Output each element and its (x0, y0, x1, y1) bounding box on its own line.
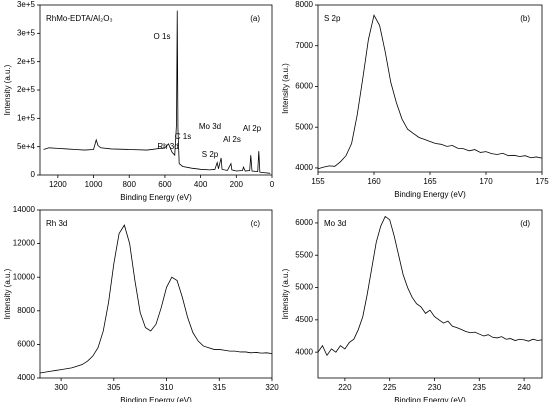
annotation: O 1s (154, 32, 171, 41)
x-tick-label: 160 (367, 177, 381, 186)
y-tick-label: 4000 (295, 163, 313, 172)
spectrum-line (317, 215, 543, 357)
annotation: (a) (250, 14, 260, 23)
spectrum-line (39, 224, 273, 374)
y-tick-label: 5e+4 (17, 142, 36, 151)
y-axis-label: Intensity (a.u.) (281, 63, 290, 114)
x-tick-label: 225 (383, 383, 397, 392)
y-tick-label: 10000 (13, 272, 36, 281)
x-tick-label: 1000 (85, 180, 103, 189)
x-axis-label: Binding Energy (eV) (394, 190, 466, 199)
spectrum-line (43, 10, 271, 174)
x-tick-label: 300 (54, 383, 68, 392)
annotation: C 1s (175, 132, 191, 141)
x-tick-label: 0 (270, 180, 275, 189)
x-tick-label: 310 (160, 383, 174, 392)
y-tick-label: 4000 (17, 373, 35, 382)
y-tick-label: 6000 (295, 82, 313, 91)
annotation: (b) (520, 14, 530, 23)
y-tick-label: 2e+5 (17, 57, 36, 66)
annotation: (c) (251, 219, 261, 228)
x-tick-label: 200 (230, 180, 244, 189)
y-tick-label: 1e+5 (17, 113, 36, 122)
y-axis-label: Intensity (a.u.) (3, 268, 12, 319)
y-tick-label: 3e+5 (17, 0, 36, 9)
x-tick-label: 305 (107, 383, 121, 392)
annotation: Al 2s (223, 135, 241, 144)
x-tick-label: 175 (535, 177, 549, 186)
plot-frame (39, 209, 273, 379)
y-tick-label: 2e+5 (17, 85, 36, 94)
y-tick-label: 7000 (295, 41, 313, 50)
annotation: Mo 3d (199, 122, 221, 131)
x-tick-label: 165 (423, 177, 437, 186)
x-tick-label: 1200 (49, 180, 67, 189)
y-axis-label: Intensity (a.u.) (281, 268, 290, 319)
annotation: S 2p (324, 14, 341, 23)
annotation: RhMo-EDTA/Al₂O₃ (46, 14, 113, 23)
annotation: (d) (520, 219, 530, 228)
x-tick-label: 170 (479, 177, 493, 186)
y-axis-label: Intensity (a.u.) (3, 64, 12, 115)
y-tick-label: 5000 (295, 122, 313, 131)
y-tick-label: 14000 (13, 205, 36, 214)
y-tick-label: 8000 (17, 306, 35, 315)
y-tick-label: 12000 (13, 239, 36, 248)
y-tick-label: 4000 (295, 347, 313, 356)
y-tick-label: 4500 (295, 315, 313, 324)
x-tick-label: 600 (158, 180, 172, 189)
annotation: Rh 3d (157, 142, 178, 151)
y-tick-label: 6000 (17, 340, 35, 349)
spectrum-line (317, 14, 543, 170)
x-tick-label: 240 (517, 383, 531, 392)
y-tick-label: 0 (31, 170, 36, 179)
y-tick-label: 8000 (295, 0, 313, 9)
x-tick-label: 800 (123, 180, 137, 189)
annotation: Al 2p (243, 124, 262, 133)
x-tick-label: 235 (473, 383, 487, 392)
x-axis-label: Binding Energy (eV) (394, 396, 466, 402)
plot-frame (317, 4, 543, 173)
x-axis-label: Binding Energy (eV) (120, 396, 192, 402)
x-tick-label: 400 (194, 180, 208, 189)
x-tick-label: 230 (428, 383, 442, 392)
x-tick-label: 315 (213, 383, 227, 392)
x-tick-label: 320 (265, 383, 279, 392)
x-axis-label: Binding Energy (eV) (120, 193, 192, 202)
annotation: Rh 3d (46, 219, 67, 228)
y-tick-label: 6000 (295, 218, 313, 227)
plot-frame (317, 209, 543, 379)
y-tick-label: 3e+5 (17, 28, 36, 37)
x-tick-label: 220 (338, 383, 352, 392)
annotation: S 2p (202, 150, 219, 159)
x-tick-label: 155 (311, 177, 325, 186)
annotation: Mo 3d (324, 219, 346, 228)
y-tick-label: 5000 (295, 283, 313, 292)
y-tick-label: 5500 (295, 250, 313, 259)
